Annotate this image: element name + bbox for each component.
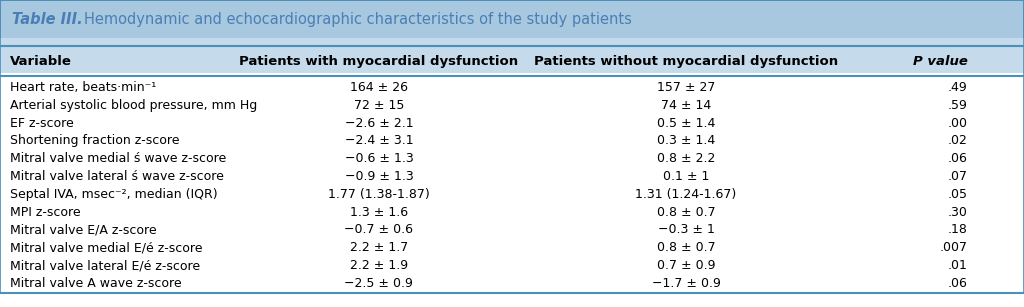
Text: Mitral valve medial ś wave z-score: Mitral valve medial ś wave z-score bbox=[10, 152, 226, 165]
Text: 72 ± 15: 72 ± 15 bbox=[353, 99, 404, 112]
Text: 0.7 ± 0.9: 0.7 ± 0.9 bbox=[656, 259, 716, 272]
Text: .18: .18 bbox=[948, 223, 968, 236]
Text: 0.8 ± 2.2: 0.8 ± 2.2 bbox=[656, 152, 716, 165]
Text: −0.6 ± 1.3: −0.6 ± 1.3 bbox=[344, 152, 414, 165]
Text: .49: .49 bbox=[948, 81, 968, 94]
Text: Hemodynamic and echocardiographic characteristics of the study patients: Hemodynamic and echocardiographic charac… bbox=[84, 13, 632, 27]
Text: .06: .06 bbox=[948, 277, 968, 290]
Text: 1.3 ± 1.6: 1.3 ± 1.6 bbox=[350, 206, 408, 219]
Text: −2.4 ± 3.1: −2.4 ± 3.1 bbox=[344, 134, 414, 147]
Text: .007: .007 bbox=[940, 241, 968, 254]
Text: 74 ± 14: 74 ± 14 bbox=[660, 99, 712, 112]
Text: Septal IVA, msec⁻², median (IQR): Septal IVA, msec⁻², median (IQR) bbox=[10, 188, 218, 201]
Text: .59: .59 bbox=[948, 99, 968, 112]
Text: .02: .02 bbox=[948, 134, 968, 147]
Text: Heart rate, beats·min⁻¹: Heart rate, beats·min⁻¹ bbox=[10, 81, 157, 94]
Text: .06: .06 bbox=[948, 152, 968, 165]
Text: 0.8 ± 0.7: 0.8 ± 0.7 bbox=[656, 241, 716, 254]
Text: MPI z-score: MPI z-score bbox=[10, 206, 81, 219]
Text: Mitral valve medial E/é z-score: Mitral valve medial E/é z-score bbox=[10, 241, 203, 254]
Text: 1.31 (1.24-1.67): 1.31 (1.24-1.67) bbox=[636, 188, 736, 201]
Text: 2.2 ± 1.9: 2.2 ± 1.9 bbox=[350, 259, 408, 272]
Text: .01: .01 bbox=[948, 259, 968, 272]
Text: Mitral valve lateral ś wave z-score: Mitral valve lateral ś wave z-score bbox=[10, 170, 224, 183]
Text: .00: .00 bbox=[947, 117, 968, 130]
Text: .07: .07 bbox=[947, 170, 968, 183]
Text: 157 ± 27: 157 ± 27 bbox=[656, 81, 716, 94]
Text: 164 ± 26: 164 ± 26 bbox=[350, 81, 408, 94]
Text: −0.9 ± 1.3: −0.9 ± 1.3 bbox=[344, 170, 414, 183]
Text: Variable: Variable bbox=[10, 55, 72, 68]
Text: −1.7 ± 0.9: −1.7 ± 0.9 bbox=[651, 277, 721, 290]
Text: Patients without myocardial dysfunction: Patients without myocardial dysfunction bbox=[535, 55, 838, 68]
Text: 1.77 (1.38-1.87): 1.77 (1.38-1.87) bbox=[328, 188, 430, 201]
Text: Mitral valve E/A z-score: Mitral valve E/A z-score bbox=[10, 223, 157, 236]
FancyBboxPatch shape bbox=[0, 38, 1024, 73]
Text: −2.5 ± 0.9: −2.5 ± 0.9 bbox=[344, 277, 414, 290]
Text: Mitral valve A wave z-score: Mitral valve A wave z-score bbox=[10, 277, 182, 290]
Text: .05: .05 bbox=[947, 188, 968, 201]
Text: Patients with myocardial dysfunction: Patients with myocardial dysfunction bbox=[240, 55, 518, 68]
Text: 0.3 ± 1.4: 0.3 ± 1.4 bbox=[657, 134, 715, 147]
Text: Mitral valve lateral E/é z-score: Mitral valve lateral E/é z-score bbox=[10, 259, 201, 272]
FancyBboxPatch shape bbox=[0, 0, 1024, 40]
Text: 0.1 ± 1: 0.1 ± 1 bbox=[663, 170, 710, 183]
Text: Table III.: Table III. bbox=[12, 13, 83, 27]
Text: −2.6 ± 2.1: −2.6 ± 2.1 bbox=[344, 117, 414, 130]
Text: 0.5 ± 1.4: 0.5 ± 1.4 bbox=[656, 117, 716, 130]
Text: P value: P value bbox=[912, 55, 968, 68]
Text: −0.7 ± 0.6: −0.7 ± 0.6 bbox=[344, 223, 414, 236]
Text: 0.8 ± 0.7: 0.8 ± 0.7 bbox=[656, 206, 716, 219]
Text: −0.3 ± 1: −0.3 ± 1 bbox=[657, 223, 715, 236]
Text: Arterial systolic blood pressure, mm Hg: Arterial systolic blood pressure, mm Hg bbox=[10, 99, 257, 112]
Text: .30: .30 bbox=[948, 206, 968, 219]
Text: 2.2 ± 1.7: 2.2 ± 1.7 bbox=[350, 241, 408, 254]
Text: Shortening fraction z-score: Shortening fraction z-score bbox=[10, 134, 180, 147]
Text: EF z-score: EF z-score bbox=[10, 117, 74, 130]
